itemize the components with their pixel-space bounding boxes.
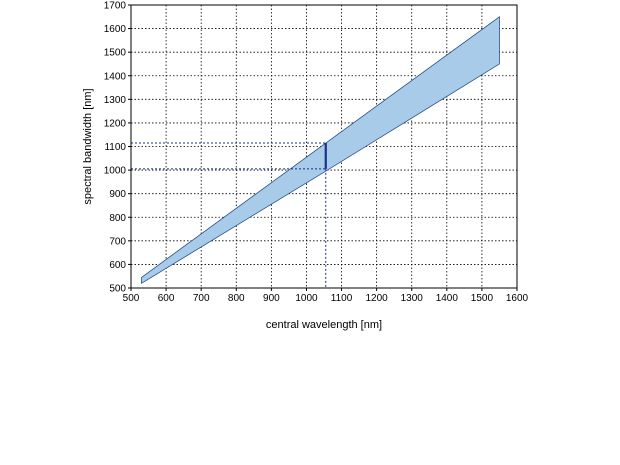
y-tick-label: 1200 [104, 118, 127, 129]
x-tick-label: 1100 [331, 293, 353, 304]
y-tick-label: 1000 [104, 166, 127, 177]
grid [131, 5, 517, 288]
x-axis-ticks: 500 600 700 800 900 1000 1100 1200 1300 1400 1500 1… [123, 288, 529, 304]
x-tick-label: 1200 [366, 293, 389, 304]
x-tick-label: 1400 [436, 293, 459, 304]
x-tick-label: 1300 [401, 293, 424, 304]
x-tick-label: 700 [193, 293, 210, 304]
y-tick-label: 800 [109, 213, 126, 224]
band-layer [141, 16, 500, 284]
x-tick-label: 600 [158, 293, 175, 304]
y-axis-label: spectral bandwidth [nm] [82, 88, 94, 204]
bandwidth-band [141, 16, 500, 284]
y-tick-label: 1700 [104, 1, 127, 12]
y-tick-label: 1300 [104, 95, 127, 106]
x-tick-label: 500 [123, 293, 140, 304]
marker-layer [131, 142, 327, 288]
y-axis-ticks: 500 600 700 800 900 1000 1100 1200 1300 1400 1500 1… [104, 1, 131, 295]
y-tick-label: 1400 [104, 71, 127, 82]
y-tick-label: 900 [109, 189, 126, 200]
x-tick-label: 1000 [295, 293, 318, 304]
x-tick-label: 1600 [506, 293, 529, 304]
y-tick-label: 1100 [104, 142, 126, 153]
x-tick-label: 1500 [471, 293, 494, 304]
x-tick-label: 900 [263, 293, 280, 304]
y-tick-label: 700 [109, 236, 126, 247]
y-tick-label: 1600 [104, 24, 127, 35]
y-tick-label: 500 [109, 284, 126, 295]
y-tick-label: 1500 [104, 48, 127, 59]
y-tick-label: 600 [109, 260, 126, 271]
x-axis-label: central wavelength [nm] [266, 319, 382, 331]
x-tick-label: 800 [228, 293, 245, 304]
